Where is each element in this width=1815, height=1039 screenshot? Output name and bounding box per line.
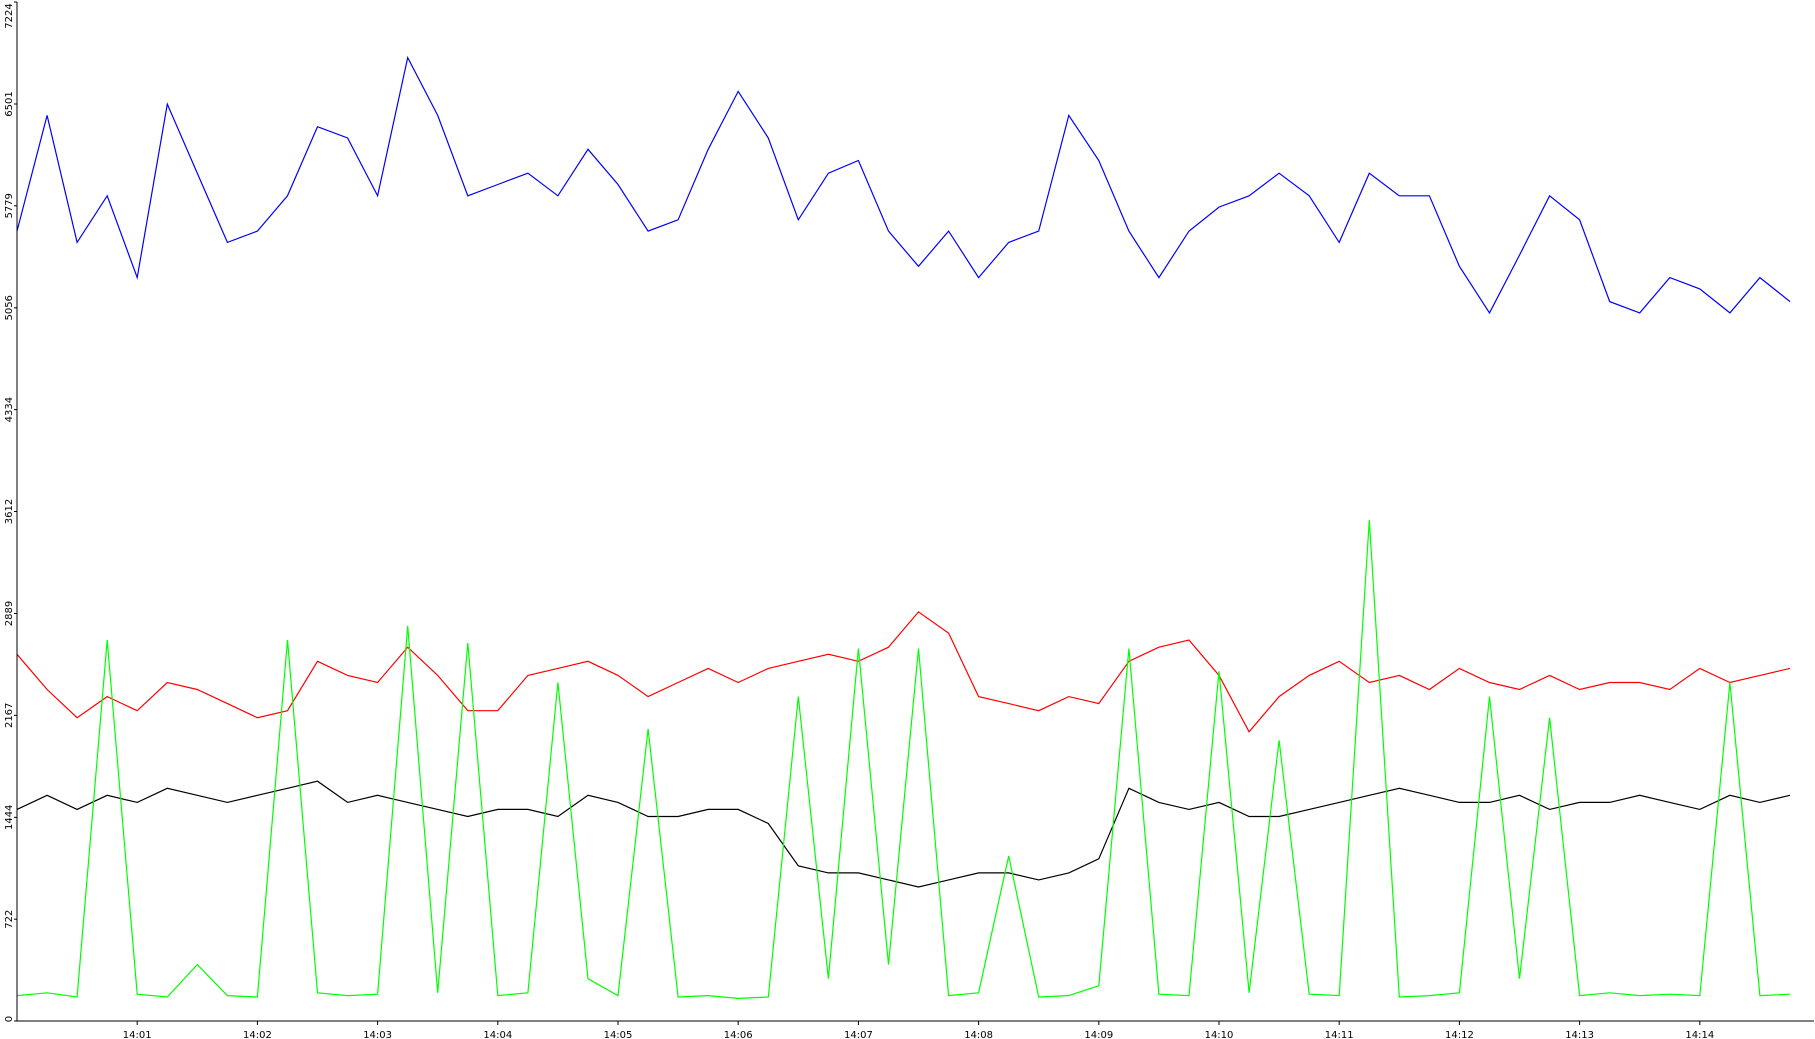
x-tick-label: 14:04 — [483, 1030, 512, 1039]
x-tick-label: 14:07 — [844, 1030, 873, 1039]
line-series — [16, 780, 1791, 888]
x-tick-label: 14:13 — [1565, 1030, 1594, 1039]
x-tick-label: 14:14 — [1685, 1030, 1714, 1039]
x-tick-label: 14:12 — [1445, 1030, 1474, 1039]
y-tick-label: 3612 — [4, 499, 15, 524]
y-tick-label: 5779 — [4, 193, 15, 218]
y-tick-label: 2167 — [4, 703, 15, 728]
y-tick-label: 5056 — [4, 295, 15, 320]
x-tick-label: 14:03 — [363, 1030, 392, 1039]
y-tick-label: 0 — [4, 1016, 15, 1022]
x-tick-label: 14:10 — [1205, 1030, 1234, 1039]
x-tick-label: 14:06 — [724, 1030, 753, 1039]
line-series — [16, 611, 1791, 733]
x-tick-label: 14:05 — [604, 1030, 633, 1039]
y-tick-label: 722 — [4, 910, 15, 929]
x-tick-label: 14:08 — [964, 1030, 993, 1039]
line-series — [16, 520, 1791, 1000]
y-tick-label: 2889 — [4, 601, 15, 626]
x-tick-label: 14:01 — [123, 1030, 152, 1039]
y-tick-label: 7224 — [4, 3, 15, 28]
x-tick-label: 14:02 — [243, 1030, 272, 1039]
x-tick-label: 14:09 — [1084, 1030, 1113, 1039]
y-tick-label: 4334 — [4, 397, 15, 422]
y-tick-label: 1444 — [4, 805, 15, 830]
x-tick-label: 14:11 — [1325, 1030, 1354, 1039]
y-tick-label: 6501 — [4, 91, 15, 116]
line-series — [16, 55, 1791, 315]
